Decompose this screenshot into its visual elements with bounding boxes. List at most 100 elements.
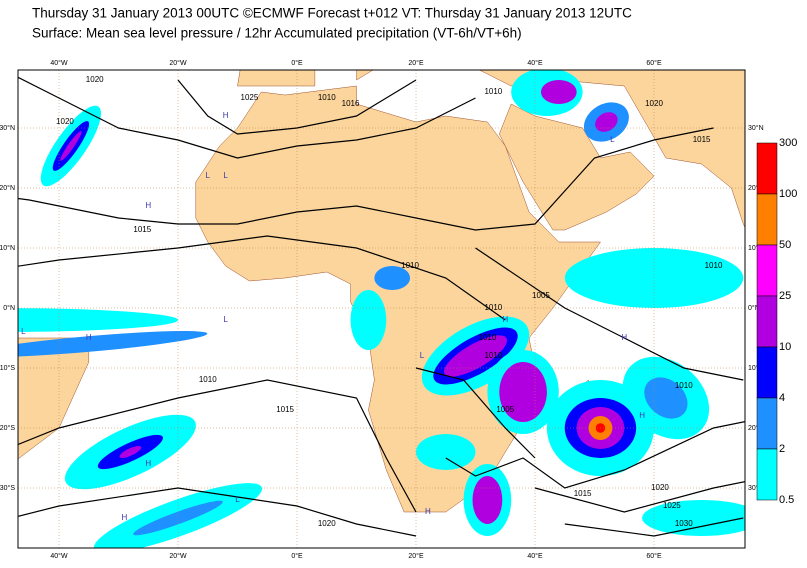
isobar-label: 1020	[86, 75, 104, 84]
isobar-label: 1015	[693, 135, 711, 144]
isobar-label: 1010	[484, 303, 502, 312]
precipitation-area	[119, 446, 142, 458]
colorbar-label: 100	[779, 188, 797, 200]
title: Thursday 31 January 2013 00UTC ©ECMWF Fo…	[32, 6, 632, 21]
pressure-center: H	[86, 333, 92, 342]
isobar-label: 1010	[675, 381, 693, 390]
longitude-label: 20°E	[408, 59, 424, 67]
colorbar-label: 10	[779, 341, 791, 353]
colorbar-label: 0.5	[779, 494, 794, 506]
isobar	[18, 379, 417, 513]
isobar	[445, 421, 745, 489]
latitude-label: 0°N	[3, 304, 15, 312]
isobar-label: 1005	[496, 405, 514, 414]
precipitation-area	[350, 290, 387, 350]
map-body: 1020 1020 1025 1010 1016 1010 1020 1015 1015 1010…	[18, 70, 745, 548]
isobar-label: 1005	[532, 291, 550, 300]
colorbar-label: 300	[779, 137, 797, 149]
isobar-label: 1010	[318, 93, 336, 102]
latitude-label: 20°S	[748, 424, 764, 432]
precipitation-area	[60, 131, 82, 161]
pressure-center: L	[223, 315, 228, 324]
pressure-center: H	[639, 411, 645, 420]
land	[356, 70, 745, 229]
pressure-center: L	[223, 171, 228, 180]
colorbar-label: 4	[779, 392, 785, 404]
precipitation-area	[18, 308, 178, 332]
colorbar-swatch	[756, 346, 778, 399]
isobar-label: 1020	[645, 99, 663, 108]
precipitation-area	[18, 331, 208, 357]
isobar	[475, 247, 744, 381]
colorbar-label: 2	[779, 443, 785, 455]
pressure-center: H	[223, 111, 229, 120]
isobar-label: 1015	[276, 405, 294, 414]
pressure-center: L	[206, 171, 211, 180]
isobar-label: 1010	[484, 351, 502, 360]
longitude-label: 0°E	[291, 59, 303, 67]
pressure-center: L	[235, 495, 240, 504]
isobar-label: 1020	[56, 117, 74, 126]
colorbar-label: 25	[779, 290, 791, 302]
isobar	[534, 481, 745, 513]
latitude-label: 20°N	[748, 184, 764, 192]
longitude-label: 20°W	[169, 552, 187, 560]
isobar-label: 1025	[241, 93, 259, 102]
isobar-label: 1015	[133, 225, 151, 234]
latitude-label: 10°N	[0, 244, 15, 252]
longitude-label: 40°E	[527, 59, 543, 67]
isobar	[18, 76, 476, 159]
longitude-label: 20°E	[408, 552, 424, 560]
isobar	[18, 127, 714, 231]
precipitation-area	[642, 500, 745, 536]
subtitle: Surface: Mean sea level pressure / 12hr …	[32, 26, 522, 41]
isobar-label: 1015	[574, 489, 592, 498]
latitude-label: 30°N	[0, 124, 15, 132]
latitude-label: 0°N	[748, 304, 760, 312]
longitude-label: 60°E	[646, 59, 662, 67]
longitude-label: 40°W	[50, 552, 68, 560]
isobar	[564, 517, 744, 537]
precipitation-area	[374, 266, 411, 290]
latitude-label: 10°S	[0, 364, 15, 372]
isobar-label: 1010	[199, 375, 217, 384]
isobar	[18, 235, 506, 321]
precipitation-area	[472, 476, 503, 524]
isobar	[177, 79, 417, 135]
longitude-label: 40°W	[50, 59, 68, 67]
longitude-label: 0°E	[291, 552, 303, 560]
latitude-label: 20°S	[0, 424, 15, 432]
isobar	[415, 367, 536, 459]
colorbar-swatch	[756, 193, 778, 246]
isobar-label: 1010	[479, 333, 497, 342]
pressure-center: L	[420, 351, 425, 360]
latitude-label: 10°S	[748, 364, 764, 372]
latitude-label: 10°N	[748, 244, 764, 252]
pressure-center: H	[502, 315, 508, 324]
colorbar-swatch	[756, 142, 778, 195]
pressure-center: L	[610, 135, 615, 144]
colorbar-swatch	[756, 244, 778, 297]
isobar-label: 1010	[484, 87, 502, 96]
latitude-label: 30°N	[748, 124, 764, 132]
precipitation-area	[644, 377, 688, 419]
precipitation-area	[595, 112, 618, 132]
isobar-label: 1030	[675, 519, 693, 528]
pressure-center: H	[425, 507, 431, 516]
isobar-label: 1020	[318, 519, 336, 528]
land	[237, 70, 316, 87]
pressure-center: H	[145, 201, 151, 210]
isobar-label: 1010	[401, 261, 419, 270]
isobar-label: 1010	[705, 261, 723, 270]
latitude-label: 20°N	[0, 184, 15, 192]
latitude-label: 30°S	[748, 484, 764, 492]
precipitation-area	[540, 80, 577, 104]
precipitation-area	[416, 434, 476, 470]
colorbar-swatch	[756, 448, 778, 501]
pressure-center: L	[21, 327, 26, 336]
longitude-label: 20°W	[169, 59, 187, 67]
pressure-center: H	[122, 513, 128, 522]
longitude-label: 40°E	[527, 552, 543, 560]
colorbar-label: 50	[779, 239, 791, 251]
